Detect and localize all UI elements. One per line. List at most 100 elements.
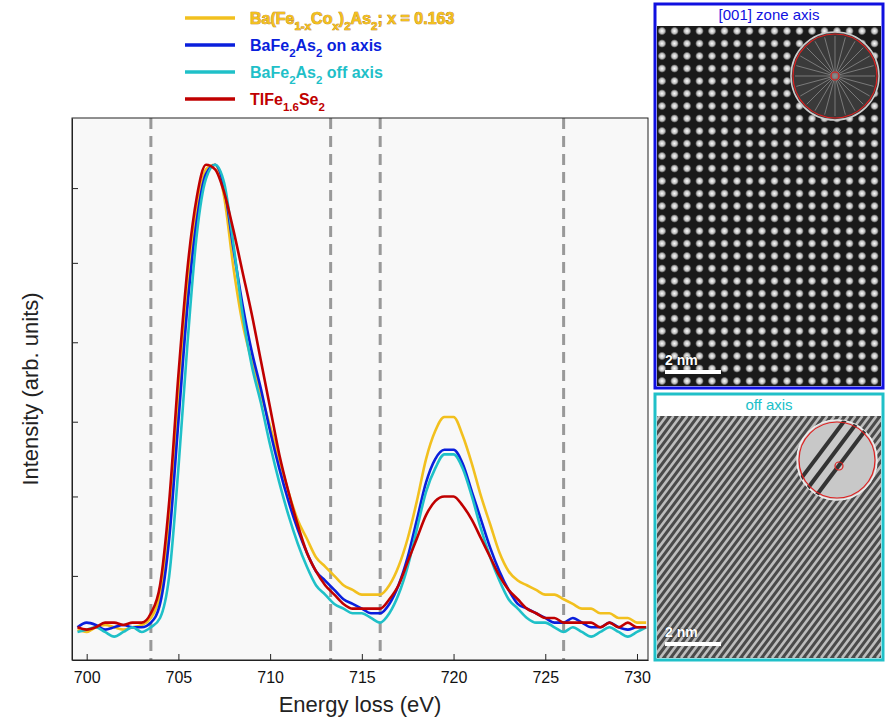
lattice-dot — [808, 189, 817, 198]
fringe — [657, 416, 779, 658]
lattice-dot — [733, 302, 742, 311]
fft-streak — [835, 36, 836, 76]
y-tick — [72, 496, 78, 497]
text-part: Ba(Fe — [250, 10, 295, 27]
fft-streak — [800, 76, 835, 96]
legend-label: BaFe2As2 off axis — [250, 64, 383, 86]
lattice-dot — [870, 352, 879, 361]
lattice-dot — [733, 27, 742, 36]
lattice-dot — [783, 377, 792, 386]
lattice-dot — [733, 64, 742, 73]
lattice-dot — [770, 302, 779, 311]
lattice-dot — [670, 214, 679, 223]
lattice-dot — [658, 239, 667, 248]
series-line — [78, 165, 647, 630]
lattice-dot — [758, 239, 767, 248]
aperture-outline — [799, 422, 875, 498]
lattice-dot — [658, 264, 667, 273]
panel-frame — [655, 4, 883, 388]
lattice-dot — [720, 164, 729, 173]
lattice-dot — [783, 64, 792, 73]
lattice-dot — [833, 327, 842, 336]
lattice-dot — [870, 364, 879, 373]
lattice-dot — [745, 202, 754, 211]
lattice-dot — [858, 27, 867, 36]
lattice-dot — [720, 27, 729, 36]
lattice-dot — [795, 327, 804, 336]
figure: 700705710715720725730Energy loss (eV)Int… — [0, 0, 886, 726]
lattice-dot — [733, 102, 742, 111]
lattice-dot — [845, 377, 854, 386]
lattice-dot — [745, 302, 754, 311]
lattice-dot — [708, 264, 717, 273]
lattice-dot — [733, 52, 742, 61]
lattice-dot — [770, 39, 779, 48]
lattice-dot — [820, 314, 829, 323]
fft-streak — [835, 76, 836, 116]
lattice-dot — [708, 277, 717, 286]
lattice-dot — [858, 264, 867, 273]
lattice-dot — [670, 289, 679, 298]
lattice-dot — [720, 214, 729, 223]
lattice-dot — [758, 52, 767, 61]
x-axis: 700705710715720725730 — [73, 654, 651, 686]
lattice-dot — [758, 339, 767, 348]
micrograph — [657, 416, 881, 658]
lattice-dot — [745, 227, 754, 236]
lattice-dot — [820, 164, 829, 173]
lattice-dot — [758, 89, 767, 98]
lattice-dot — [708, 289, 717, 298]
lattice-dot — [820, 139, 829, 148]
lattice-dot — [745, 64, 754, 73]
lattice-dot — [783, 252, 792, 261]
lattice-dot — [845, 289, 854, 298]
lattice-dot — [733, 239, 742, 248]
lattice-dot — [870, 252, 879, 261]
lattice-dot — [720, 177, 729, 186]
lattice-dot — [745, 152, 754, 161]
scale-bar — [665, 370, 721, 374]
lattice-dot — [720, 364, 729, 373]
lattice-dot — [720, 189, 729, 198]
lattice-dot — [745, 77, 754, 86]
lattice-dot — [758, 377, 767, 386]
fft-streak — [815, 41, 835, 76]
lattice-dot — [708, 89, 717, 98]
lattice-dot — [870, 114, 879, 123]
lattice-dot — [758, 64, 767, 73]
lattice-dot — [783, 352, 792, 361]
lattice-dot — [858, 377, 867, 386]
lattice-dot — [683, 39, 692, 48]
lattice-dot — [695, 64, 704, 73]
lattice-dot — [858, 314, 867, 323]
fft-streak — [835, 56, 870, 76]
x-tick-label: 725 — [532, 669, 559, 686]
lattice-dot — [833, 152, 842, 161]
lattice-dot — [770, 327, 779, 336]
lattice-dot — [683, 89, 692, 98]
lattice-dot — [745, 214, 754, 223]
x-tick: 710 — [257, 654, 284, 686]
lattice-dot — [708, 114, 717, 123]
lattice-dot — [870, 327, 879, 336]
lattice-dot — [783, 239, 792, 248]
lattice-dot — [808, 127, 817, 136]
lattice-dot — [670, 27, 679, 36]
lattice-dot — [783, 102, 792, 111]
lattice-dot — [695, 302, 704, 311]
micrograph-panel: off axis2 nm — [415, 394, 886, 660]
x-tick-label: 730 — [624, 669, 651, 686]
lattice-dot — [720, 114, 729, 123]
kikuchi-band — [813, 420, 873, 500]
lattice-dot — [833, 289, 842, 298]
lattice-dot — [770, 314, 779, 323]
lattice-dot — [670, 227, 679, 236]
lattice-dot — [858, 139, 867, 148]
lattice-dot — [670, 114, 679, 123]
lattice-dot — [808, 364, 817, 373]
lattice-dot — [670, 152, 679, 161]
lattice-dot — [733, 277, 742, 286]
lattice-dot — [733, 327, 742, 336]
x-tick-mark — [362, 654, 363, 660]
lattice-dot — [683, 339, 692, 348]
